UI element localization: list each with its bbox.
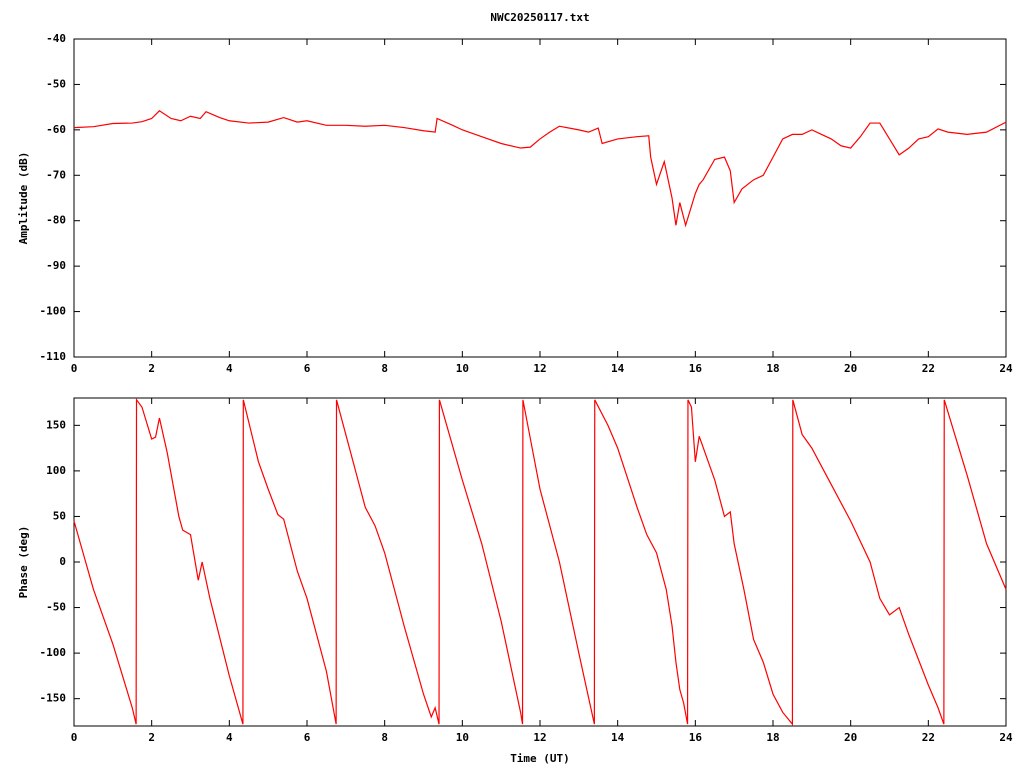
y-axis-label: Phase (deg) xyxy=(17,526,30,599)
x-tick-label: 2 xyxy=(148,731,155,744)
x-tick-label: 4 xyxy=(226,731,233,744)
y-tick-label: -50 xyxy=(46,77,66,90)
y-tick-label: 0 xyxy=(59,555,66,568)
y-axis-label: Amplitude (dB) xyxy=(17,152,30,245)
x-tick-label: 10 xyxy=(456,362,469,375)
y-tick-label: -100 xyxy=(40,646,67,659)
x-tick-label: 16 xyxy=(689,731,703,744)
x-tick-label: 12 xyxy=(533,731,546,744)
y-tick-label: -60 xyxy=(46,123,66,136)
x-tick-label: 8 xyxy=(381,731,388,744)
x-tick-label: 0 xyxy=(71,731,78,744)
data-line xyxy=(73,398,1007,726)
x-tick-label: 14 xyxy=(611,362,625,375)
y-tick-label: -150 xyxy=(40,692,67,705)
x-tick-label: 22 xyxy=(922,362,935,375)
y-tick-label: -70 xyxy=(46,168,66,181)
data-line xyxy=(73,110,1007,228)
x-tick-label: 16 xyxy=(689,362,703,375)
x-tick-label: 4 xyxy=(226,362,233,375)
x-tick-label: 8 xyxy=(381,362,388,375)
x-tick-label: 24 xyxy=(999,362,1013,375)
x-tick-label: 14 xyxy=(611,731,625,744)
y-tick-label: 150 xyxy=(46,418,66,431)
x-axis-label: Time (UT) xyxy=(510,752,570,765)
x-tick-label: 10 xyxy=(456,731,469,744)
x-tick-label: 22 xyxy=(922,731,935,744)
x-tick-label: 18 xyxy=(766,731,779,744)
x-tick-label: 20 xyxy=(844,731,857,744)
y-tick-label: -50 xyxy=(46,601,66,614)
y-tick-label: 50 xyxy=(53,509,66,522)
x-tick-label: 6 xyxy=(304,362,311,375)
chart-title: NWC20250117.txt xyxy=(490,11,589,24)
x-tick-label: 0 xyxy=(71,362,78,375)
y-tick-label: -100 xyxy=(40,305,67,318)
x-tick-label: 24 xyxy=(999,731,1013,744)
plot-frame xyxy=(73,397,1007,727)
x-tick-label: 6 xyxy=(304,731,311,744)
x-tick-label: 20 xyxy=(844,362,857,375)
y-tick-label: -90 xyxy=(46,259,66,272)
y-tick-label: -40 xyxy=(46,32,66,45)
plot-frame xyxy=(73,38,1007,358)
y-tick-label: -110 xyxy=(40,350,67,363)
x-tick-label: 2 xyxy=(148,362,155,375)
x-tick-label: 12 xyxy=(533,362,546,375)
y-tick-label: -80 xyxy=(46,214,66,227)
y-tick-label: 100 xyxy=(46,464,66,477)
x-tick-label: 18 xyxy=(766,362,779,375)
